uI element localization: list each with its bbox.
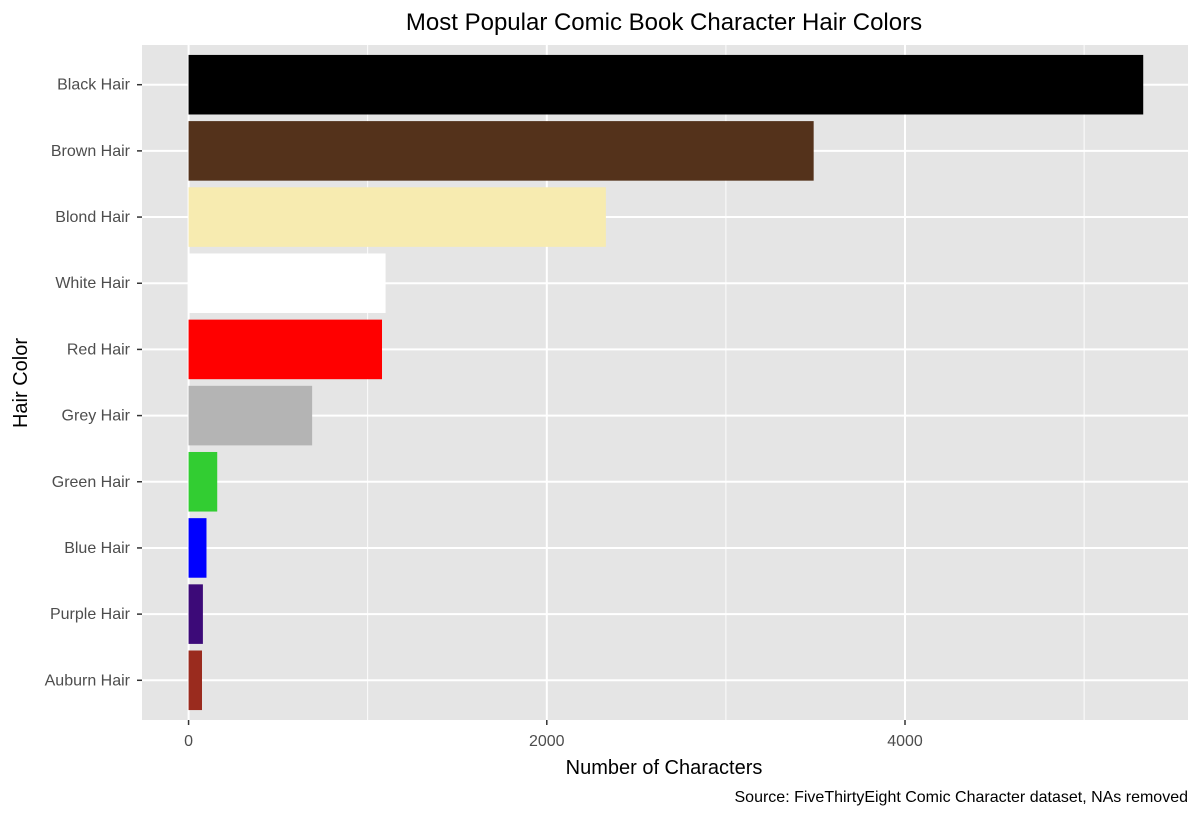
x-axis: 0 2000 4000 (184, 720, 923, 750)
bar-blue-hair (188, 518, 207, 578)
y-tick-label: White Hair (55, 275, 130, 292)
y-tick-label: Auburn Hair (45, 672, 131, 689)
y-tick-label: Blond Hair (55, 209, 130, 226)
bar-black-hair (188, 54, 1144, 115)
x-tick-label: 2000 (529, 733, 565, 750)
bar-purple-hair (188, 584, 203, 644)
y-tick-label: Red Hair (67, 341, 131, 358)
bar-red-hair (188, 319, 383, 380)
bar-green-hair (188, 451, 218, 512)
bar-blond-hair (188, 187, 606, 247)
y-tick-label: Green Hair (52, 474, 131, 491)
y-tick-label: Black Hair (57, 77, 131, 94)
bar-brown-hair (188, 121, 814, 181)
y-axis-title: Hair Color (10, 338, 32, 428)
y-tick-label: Grey Hair (62, 408, 131, 425)
bars-layer (188, 54, 1144, 711)
x-axis-title: Number of Characters (566, 757, 763, 779)
bar-grey-hair (188, 385, 313, 446)
x-tick-label: 0 (184, 733, 193, 750)
chart-title: Most Popular Comic Book Character Hair C… (406, 9, 922, 36)
y-tick-label: Purple Hair (50, 606, 131, 623)
x-tick-label: 4000 (887, 733, 923, 750)
y-tick-label: Brown Hair (51, 143, 131, 160)
bar-auburn-hair (188, 650, 203, 711)
y-axis: Black Hair Brown Hair Blond Hair White Hair… (45, 77, 142, 689)
bar-white-hair (188, 253, 386, 314)
chart-caption: Source: FiveThirtyEight Comic Character … (735, 789, 1189, 806)
y-tick-label: Blue Hair (64, 540, 130, 557)
